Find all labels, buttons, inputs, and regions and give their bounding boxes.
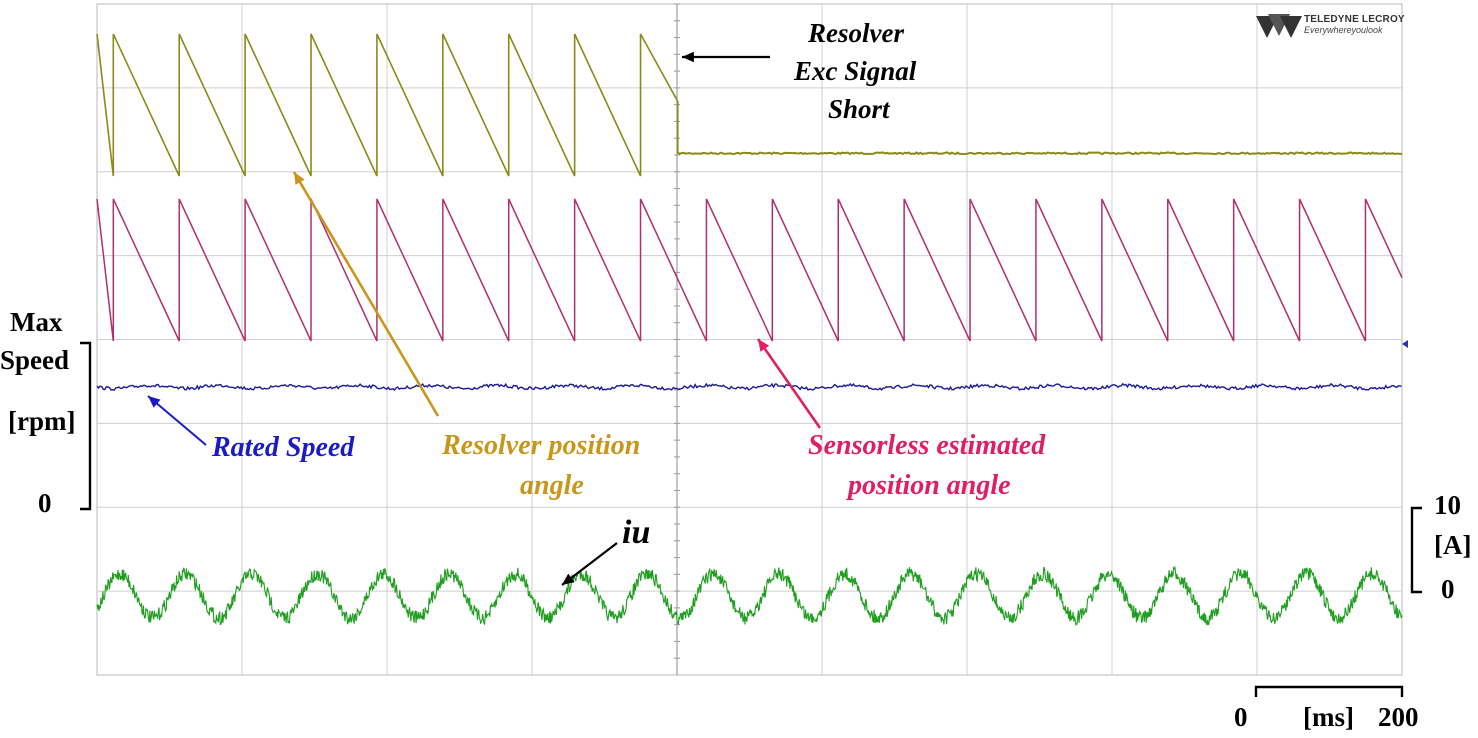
scope-traces xyxy=(96,33,1408,626)
iu-current-trace xyxy=(96,565,1403,626)
resolver-angle-label-line-2: angle xyxy=(520,470,584,501)
channel-marker-icon xyxy=(1402,340,1408,348)
speed-scale-bracket xyxy=(80,341,92,511)
logo-tagline-text: Everywhereyoulook xyxy=(1304,25,1383,35)
speed-axis-max-line-1: Max xyxy=(10,307,63,337)
sensorless-angle-label-line-2: position angle xyxy=(848,470,1011,501)
current-axis-unit: [A] xyxy=(1434,530,1472,560)
resolver-angle-arrow-head xyxy=(294,172,305,185)
resolver-angle-flat-trace xyxy=(676,150,1403,156)
time-scale-unit: [ms] xyxy=(1303,702,1354,732)
logo-brand-text: TELEDYNE LECROY xyxy=(1304,14,1405,25)
time-scale-start: 0 xyxy=(1234,702,1248,732)
fault-label-line-3: Short xyxy=(828,94,890,124)
time-scale-end: 200 xyxy=(1378,702,1419,732)
scope-grid xyxy=(96,3,1403,676)
rated-speed-label: Rated Speed xyxy=(212,432,355,463)
iu-current-label: iu xyxy=(622,514,651,551)
resolver-angle-arrow xyxy=(292,171,440,417)
sensorless-angle-label-line-1: Sensorless estimated xyxy=(808,430,1046,461)
teledyne-logo-icon xyxy=(1256,14,1302,38)
current-scale-bracket xyxy=(1410,506,1422,594)
fault-arrow-head xyxy=(682,51,694,63)
iu-current-arrow-head xyxy=(562,573,575,585)
teledyne-lecroy-logo: TELEDYNE LECROY Everywhereyoulook xyxy=(1256,12,1406,40)
rated-speed-arrow-head xyxy=(148,396,161,408)
current-axis-zero: 0 xyxy=(1441,574,1455,604)
rated-speed-trace xyxy=(96,382,1402,391)
speed-axis-max-line-2: Speed xyxy=(0,345,70,375)
fault-label-line-1: Resolver xyxy=(808,18,904,48)
scale-brackets xyxy=(80,341,1422,697)
resolver-angle-label-line-1: Resolver position xyxy=(442,430,641,461)
rated-speed-arrow xyxy=(147,395,207,446)
speed-axis-zero: 0 xyxy=(38,488,52,518)
annotation-arrows xyxy=(147,51,822,586)
sensorless-angle-arrow xyxy=(756,338,822,429)
fault-label-line-2: Exc Signal xyxy=(794,56,917,86)
current-axis-max: 10 xyxy=(1434,490,1461,520)
sensorless-angle-arrow-head xyxy=(758,339,770,352)
time-scale-bracket xyxy=(1254,685,1404,697)
sensorless-angle-trace xyxy=(96,198,1403,342)
resolver-angle-trace xyxy=(96,33,679,177)
speed-axis-unit: [rpm] xyxy=(8,406,76,436)
